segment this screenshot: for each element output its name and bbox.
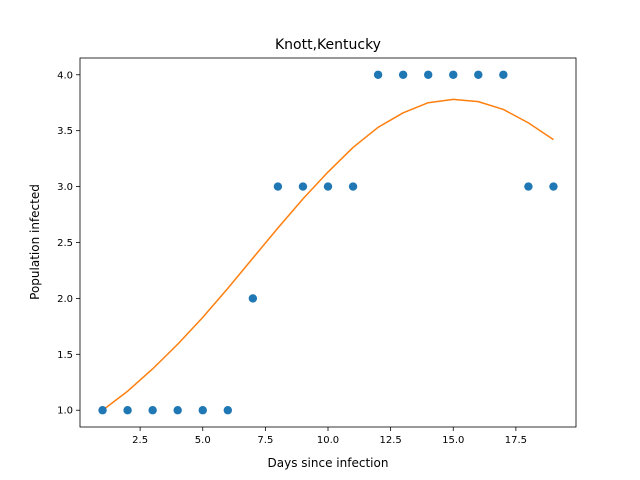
y-tick-label: 1.5	[57, 350, 73, 361]
x-tick-label: 10.0	[317, 435, 339, 446]
x-axis-label: Days since infection	[268, 456, 389, 470]
y-tick-label: 1.0	[57, 406, 73, 417]
data-point	[398, 70, 408, 79]
data-point	[549, 182, 558, 191]
data-point	[499, 70, 508, 79]
y-tick-label: 2.0	[57, 294, 73, 305]
x-tick-label: 12.5	[379, 435, 401, 446]
x-tick-label: 5.0	[195, 435, 211, 446]
data-point	[173, 406, 182, 415]
x-tick-label: 2.5	[132, 435, 148, 446]
data-point	[524, 182, 533, 191]
fit-line	[102, 98, 554, 411]
x-tick-label: 17.5	[505, 435, 527, 446]
data-point	[148, 406, 157, 415]
chart-title: Knott,Kentucky	[275, 37, 381, 53]
y-tick-label: 2.5	[57, 238, 73, 249]
data-point	[223, 406, 232, 415]
x-tick-label: 15.0	[442, 435, 464, 446]
x-tick-label: 7.5	[257, 435, 273, 446]
data-marks	[98, 70, 558, 415]
y-axis-label: Population infected	[28, 184, 42, 300]
y-tick-label: 3.0	[57, 182, 73, 193]
data-point	[248, 294, 258, 303]
y-tick-label: 4.0	[57, 70, 73, 81]
x-axis: 2.5 5.0 7.5 10.0 12.5 15.0 17.5	[132, 427, 527, 446]
data-point	[348, 182, 358, 191]
data-point	[474, 70, 483, 79]
data-point	[323, 182, 333, 191]
y-tick-label: 3.5	[57, 126, 73, 137]
data-point	[424, 70, 433, 79]
data-point	[298, 182, 308, 191]
data-point	[198, 406, 207, 415]
data-point	[98, 406, 107, 415]
data-point	[449, 70, 458, 79]
y-axis: 1.0 1.5 2.0 2.5 3.0 3.5 4.0	[57, 70, 80, 417]
data-point	[373, 70, 383, 79]
data-point	[123, 406, 132, 415]
data-point	[273, 182, 283, 191]
